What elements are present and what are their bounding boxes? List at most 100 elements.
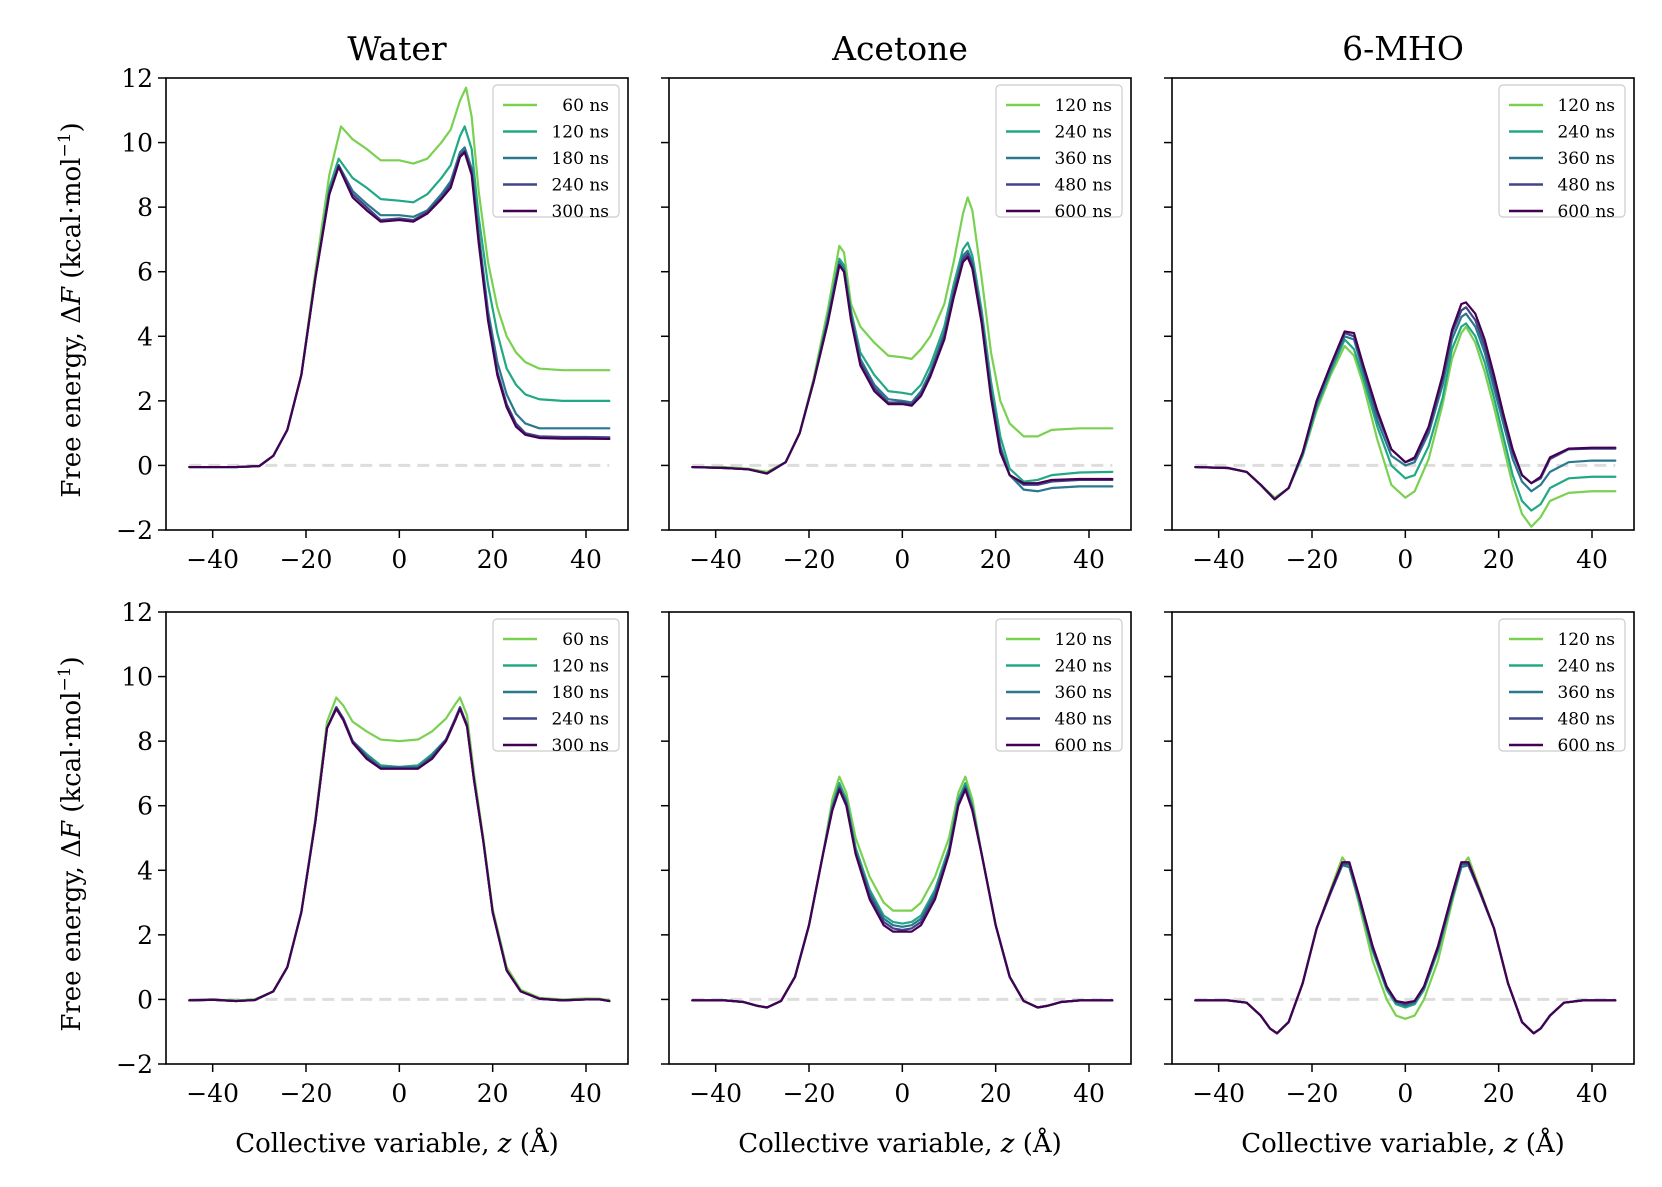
legend-label: 120 ns bbox=[551, 657, 609, 677]
series-line-300-ns bbox=[188, 707, 611, 1003]
legend-label: 480 ns bbox=[1557, 176, 1615, 196]
y-tick-label: 12 bbox=[121, 598, 153, 627]
legend-label: 600 ns bbox=[1557, 202, 1615, 222]
y-tick-label: 2 bbox=[137, 387, 153, 416]
legend-label: 480 ns bbox=[1054, 176, 1112, 196]
panel-top-middle: −40 −20 0 20 40 Acetone 120 ns 240 ns 360 ns 480 … bbox=[661, 29, 1132, 574]
x-tick-label: −20 bbox=[783, 1079, 836, 1108]
x-tick-label: −20 bbox=[280, 1079, 333, 1108]
axes-frame bbox=[165, 77, 629, 531]
y-tick-label: 0 bbox=[137, 451, 153, 480]
y-axis-label: Free energy, ΔF (kcal·mol−1) bbox=[55, 122, 87, 497]
x-tick-label: −20 bbox=[783, 545, 836, 574]
x-axis-label-variable: z bbox=[1000, 1129, 1015, 1159]
x-axis-label-text: Collective variable, bbox=[738, 1129, 1001, 1159]
series-line-600-ns bbox=[1194, 861, 1617, 1035]
legend-label: 600 ns bbox=[1557, 736, 1615, 756]
legend-label: 180 ns bbox=[551, 683, 609, 703]
x-tick-label: −40 bbox=[186, 545, 239, 574]
panel-bottom-middle: −40 −20 0 20 40 Collective variable, z (Å) 120… bbox=[661, 611, 1132, 1159]
x-tick-label: 0 bbox=[1397, 545, 1413, 574]
series-line-480-ns bbox=[691, 252, 1114, 486]
panel-title: Acetone bbox=[831, 29, 968, 68]
y-tick-label: 2 bbox=[137, 921, 153, 950]
x-axis-label-unit: (Å) bbox=[511, 1127, 558, 1159]
y-tick-label: 0 bbox=[137, 985, 153, 1014]
x-tick-label: −20 bbox=[1286, 1079, 1339, 1108]
y-axis-label-unit: (kcal·mol bbox=[57, 158, 87, 287]
x-axis-label-unit: (Å) bbox=[1014, 1127, 1061, 1159]
x-tick-label: 40 bbox=[1073, 545, 1105, 574]
legend-label: 360 ns bbox=[1054, 149, 1112, 169]
legend-label: 240 ns bbox=[1557, 657, 1615, 677]
legend: 120 ns 240 ns 360 ns 480 ns 600 ns bbox=[1498, 84, 1626, 222]
x-tick-label: 40 bbox=[1576, 1079, 1608, 1108]
y-tick-label: 10 bbox=[121, 663, 153, 692]
series-line-360-ns bbox=[691, 249, 1114, 493]
y-tick-label: 10 bbox=[121, 129, 153, 158]
y-tick-label: −2 bbox=[116, 1050, 153, 1079]
y-tick-label: 6 bbox=[137, 258, 153, 287]
legend: 120 ns 240 ns 360 ns 480 ns 600 ns bbox=[995, 84, 1123, 222]
series-line-240-ns bbox=[1194, 862, 1617, 1035]
x-tick-label: 0 bbox=[1397, 1079, 1413, 1108]
x-axis-label: Collective variable, z (Å) bbox=[235, 1127, 559, 1159]
x-tick-label: −20 bbox=[1286, 545, 1339, 574]
y-axis-label-unit: (kcal·mol bbox=[57, 692, 87, 821]
y-axis-label-exponent: −1 bbox=[55, 132, 75, 157]
series-line-360-ns bbox=[1194, 312, 1617, 501]
axes-frame bbox=[165, 611, 629, 1065]
legend-label: 120 ns bbox=[1557, 630, 1615, 650]
legend-label: 360 ns bbox=[1557, 683, 1615, 703]
legend-label: 300 ns bbox=[551, 202, 609, 222]
series-line-240-ns bbox=[691, 782, 1114, 1009]
x-tick-label: −40 bbox=[1192, 1079, 1245, 1108]
y-axis-label-close: ) bbox=[57, 656, 87, 666]
x-tick-label: −40 bbox=[1192, 545, 1245, 574]
legend: 60 ns 120 ns 180 ns 240 ns 300 ns bbox=[492, 84, 620, 222]
x-axis-label-variable: z bbox=[497, 1129, 512, 1159]
legend-label: 240 ns bbox=[1054, 657, 1112, 677]
y-axis-label-exponent: −1 bbox=[55, 666, 75, 691]
x-tick-label: 40 bbox=[1576, 545, 1608, 574]
x-tick-label: −40 bbox=[689, 545, 742, 574]
x-tick-label: 20 bbox=[477, 545, 509, 574]
legend-label: 360 ns bbox=[1557, 149, 1615, 169]
x-tick-label: 0 bbox=[391, 1079, 407, 1108]
x-axis-label-text: Collective variable, bbox=[235, 1129, 498, 1159]
axes-frame bbox=[668, 77, 1132, 531]
legend-label: 300 ns bbox=[551, 736, 609, 756]
series-line-600-ns bbox=[691, 788, 1114, 1009]
x-tick-label: 20 bbox=[980, 1079, 1012, 1108]
x-tick-label: 20 bbox=[1483, 1079, 1515, 1108]
legend-label: 60 ns bbox=[562, 96, 609, 116]
series-line-300-ns bbox=[188, 151, 611, 469]
x-axis-label: Collective variable, z (Å) bbox=[1241, 1127, 1565, 1159]
x-axis-label-text: Collective variable, bbox=[1241, 1129, 1504, 1159]
x-tick-label: 0 bbox=[894, 545, 910, 574]
legend-label: 240 ns bbox=[551, 176, 609, 196]
x-axis-label: Collective variable, z (Å) bbox=[738, 1127, 1062, 1159]
x-tick-label: −40 bbox=[186, 1079, 239, 1108]
x-tick-label: −20 bbox=[280, 545, 333, 574]
series-line-600-ns bbox=[691, 256, 1114, 485]
series-line-600-ns bbox=[1194, 301, 1617, 501]
x-tick-label: 0 bbox=[391, 545, 407, 574]
legend: 60 ns 120 ns 180 ns 240 ns 300 ns bbox=[492, 618, 620, 756]
legend-label: 600 ns bbox=[1054, 736, 1112, 756]
legend: 120 ns 240 ns 360 ns 480 ns 600 ns bbox=[995, 618, 1123, 756]
y-axis-label: Free energy, ΔF (kcal·mol−1) bbox=[55, 656, 87, 1031]
y-tick-label: −2 bbox=[116, 516, 153, 545]
axes-frame bbox=[1171, 77, 1635, 531]
y-axis-label-variable: F bbox=[57, 820, 87, 840]
series-line-480-ns bbox=[691, 786, 1114, 1009]
panel-top-right: −40 −20 0 20 40 6-MHO 120 ns 240 ns 360 ns 480 ns… bbox=[1164, 29, 1635, 574]
legend-label: 120 ns bbox=[1054, 96, 1112, 116]
x-axis-label-variable: z bbox=[1503, 1129, 1518, 1159]
y-axis-label-variable: F bbox=[57, 286, 87, 306]
y-tick-label: 8 bbox=[137, 727, 153, 756]
series-line-120-ns bbox=[1194, 325, 1617, 528]
panel-title: 6-MHO bbox=[1342, 29, 1464, 68]
